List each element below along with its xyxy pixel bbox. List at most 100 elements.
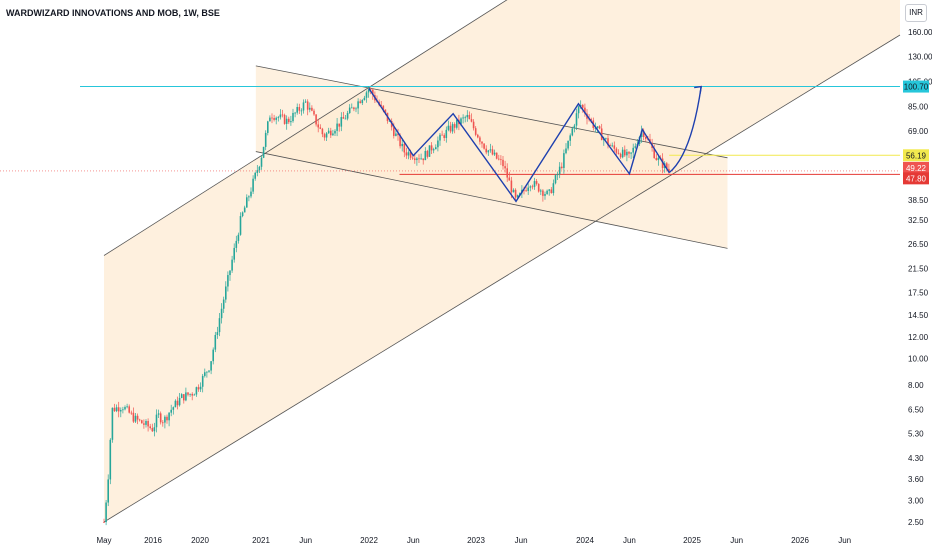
candle-body bbox=[246, 197, 248, 208]
y-tick-label: 14.50 bbox=[908, 311, 929, 320]
candle-body bbox=[596, 126, 599, 129]
candle-body bbox=[264, 132, 267, 147]
candle-body bbox=[558, 166, 561, 174]
candle-body bbox=[405, 152, 408, 156]
candle-body bbox=[275, 117, 277, 120]
candle-body bbox=[120, 410, 122, 412]
candle-body bbox=[384, 109, 387, 113]
candle-body bbox=[325, 133, 328, 138]
candle-body bbox=[617, 152, 620, 154]
candle-body bbox=[445, 129, 448, 139]
candle-body bbox=[111, 407, 114, 440]
y-tick-label: 69.00 bbox=[908, 127, 929, 136]
candle-body bbox=[212, 349, 214, 362]
candle-body bbox=[550, 189, 553, 194]
candle-body bbox=[594, 128, 597, 129]
candle-body bbox=[218, 318, 221, 333]
candle-body bbox=[267, 121, 269, 133]
candle-body bbox=[491, 149, 494, 155]
candle-body bbox=[306, 101, 309, 110]
candle-body bbox=[424, 150, 427, 161]
chart-title: WARDWIZARD INNOVATIONS AND MOB, 1W, BSE bbox=[6, 8, 220, 18]
candle-body bbox=[298, 107, 301, 111]
candle-body bbox=[506, 168, 508, 178]
candle-body bbox=[418, 158, 420, 160]
candle-body bbox=[632, 147, 634, 153]
price-badge bbox=[903, 161, 929, 174]
candle-body bbox=[653, 148, 655, 159]
candle-body bbox=[460, 118, 462, 125]
candle-body bbox=[166, 416, 168, 421]
candle-body bbox=[388, 120, 391, 122]
y-tick-label: 160.00 bbox=[908, 28, 932, 37]
candle-body bbox=[254, 172, 256, 179]
candle-body bbox=[180, 394, 183, 398]
candle-body bbox=[243, 207, 246, 213]
y-tick-label: 3.00 bbox=[908, 497, 924, 506]
candle-body bbox=[334, 130, 336, 134]
candle-body bbox=[363, 97, 366, 101]
candle-body bbox=[403, 143, 406, 153]
candle-body bbox=[367, 89, 370, 93]
candle-body bbox=[151, 428, 154, 432]
candle-body bbox=[554, 175, 557, 184]
x-tick-label: 2016 bbox=[144, 536, 162, 545]
candle-body bbox=[317, 124, 319, 128]
candle-body bbox=[451, 124, 454, 132]
y-tick-label: 21.50 bbox=[908, 264, 929, 273]
candle-body bbox=[330, 130, 332, 136]
candle-body bbox=[185, 392, 187, 401]
candle-body bbox=[189, 393, 191, 395]
y-tick-label: 32.50 bbox=[908, 216, 929, 225]
candle-body bbox=[225, 286, 227, 300]
candle-body bbox=[353, 107, 355, 110]
y-tick-label: 2.50 bbox=[908, 518, 924, 527]
candle-body bbox=[168, 412, 170, 421]
candle-body bbox=[453, 124, 456, 128]
candle-body bbox=[426, 150, 429, 157]
candle-body bbox=[262, 146, 265, 158]
candle-body bbox=[611, 145, 613, 147]
ascending-channel-upper bbox=[103, 0, 508, 256]
candle-body bbox=[447, 125, 450, 130]
candle-body bbox=[504, 166, 506, 169]
candle-body bbox=[523, 189, 525, 191]
candle-body bbox=[206, 371, 208, 373]
candle-body bbox=[571, 128, 574, 136]
currency-button[interactable]: INR bbox=[905, 4, 927, 22]
candle-body bbox=[103, 522, 105, 523]
candle-body bbox=[525, 190, 527, 192]
candle-body bbox=[204, 372, 206, 376]
candle-body bbox=[533, 181, 536, 187]
candle-body bbox=[269, 117, 271, 122]
candle-body bbox=[191, 393, 193, 396]
candle-body bbox=[355, 108, 357, 110]
x-tick-label: 2022 bbox=[360, 536, 378, 545]
candle-body bbox=[210, 361, 212, 371]
candle-body bbox=[361, 100, 364, 104]
candle-body bbox=[569, 135, 571, 141]
candle-body bbox=[260, 157, 263, 167]
candle-body bbox=[107, 479, 109, 503]
candle-body bbox=[369, 89, 372, 91]
candle-body bbox=[115, 407, 118, 412]
candle-body bbox=[657, 157, 660, 161]
candle-body bbox=[359, 101, 361, 104]
candle-body bbox=[208, 370, 210, 372]
candle-body bbox=[365, 92, 368, 98]
candle-body bbox=[537, 183, 540, 192]
candle-body bbox=[613, 145, 616, 149]
candle-body bbox=[252, 178, 254, 192]
candle-body bbox=[422, 158, 424, 161]
candle-body bbox=[162, 422, 164, 424]
candle-body bbox=[563, 153, 565, 168]
candle-body bbox=[136, 415, 139, 420]
candle-body bbox=[634, 146, 637, 148]
candle-body bbox=[258, 166, 261, 171]
candle-body bbox=[187, 392, 189, 395]
candle-body bbox=[630, 152, 632, 154]
y-tick-label: 38.50 bbox=[908, 196, 929, 205]
candle-body bbox=[485, 148, 487, 153]
candle-body bbox=[351, 107, 353, 109]
